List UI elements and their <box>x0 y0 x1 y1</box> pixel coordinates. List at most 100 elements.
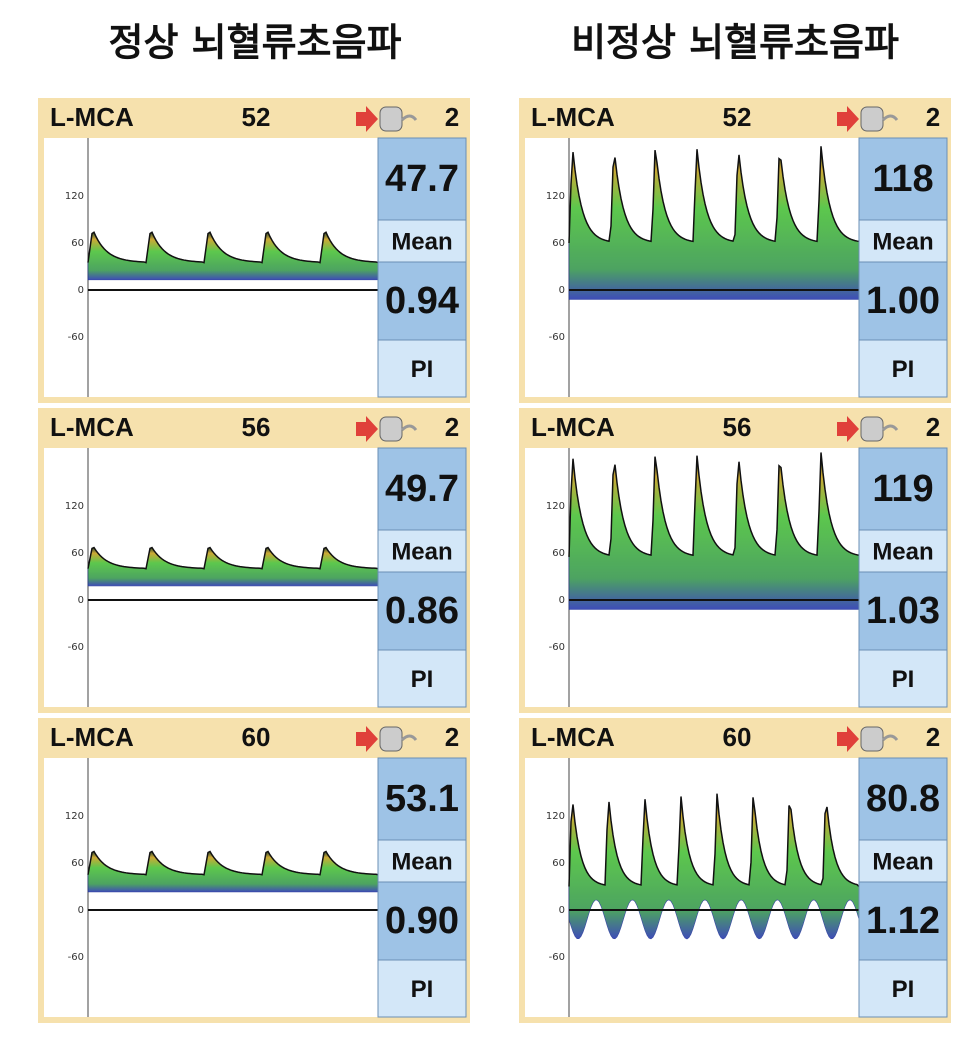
spectrum-envelope <box>87 546 379 570</box>
probe-cable <box>400 424 418 432</box>
scale-label: -60 <box>549 642 565 653</box>
gate-label: 2 <box>926 412 940 442</box>
pi-value-box <box>377 881 467 961</box>
mean-value: 118 <box>872 158 933 200</box>
probe-icon <box>860 106 884 132</box>
pi-label-box <box>858 959 948 1018</box>
pi-label-box <box>858 649 948 708</box>
mean-label: Mean <box>391 228 452 255</box>
pi-label-box <box>858 339 948 398</box>
pi-label: PI <box>892 666 915 693</box>
pi-value: 1.12 <box>866 900 940 942</box>
vessel-label: L-MCA <box>531 722 615 752</box>
pi-value-box <box>377 571 467 651</box>
probe-arrow-icon <box>356 106 378 132</box>
spectrum-envelope <box>568 452 860 557</box>
scale-label: 120 <box>65 501 84 512</box>
gate-label: 2 <box>445 722 459 752</box>
probe-cable <box>400 734 418 742</box>
probe-icon <box>379 726 403 752</box>
probe-cable <box>881 114 899 122</box>
probe-icon <box>379 106 403 132</box>
gate-label: 2 <box>445 102 459 132</box>
vessel-label: L-MCA <box>50 102 134 132</box>
scale-label: 60 <box>552 238 565 249</box>
pi-value: 0.86 <box>385 590 459 632</box>
scale-label: 60 <box>552 858 565 869</box>
scale-label: 120 <box>65 191 84 202</box>
scale-label: 120 <box>65 811 84 822</box>
mean-value: 80.8 <box>866 778 940 820</box>
pi-value: 1.00 <box>866 280 940 322</box>
tcd-panel: L-MCA 52 2 120 60 0 -60 47.7 Mean 0.94 PI <box>38 98 470 403</box>
vessel-label: L-MCA <box>531 412 615 442</box>
scale-label: 0 <box>559 905 565 916</box>
gate-label: 2 <box>926 102 940 132</box>
mean-value-box <box>858 447 948 531</box>
depth-label: 52 <box>723 102 752 132</box>
mean-label: Mean <box>872 228 933 255</box>
mean-value: 47.7 <box>385 158 459 200</box>
scale-label: -60 <box>549 952 565 963</box>
mean-value-box <box>377 137 467 221</box>
mean-label: Mean <box>872 538 933 565</box>
tcd-panel: L-MCA 60 2 120 60 0 -60 80.8 Mean 1.12 PI <box>519 718 951 1023</box>
tcd-panel: L-MCA 56 2 120 60 0 -60 119 Mean 1.03 PI <box>519 408 951 713</box>
pi-value: 1.03 <box>866 590 940 632</box>
probe-arrow-icon <box>837 416 859 442</box>
scale-label: -60 <box>68 642 84 653</box>
scale-label: 60 <box>71 238 84 249</box>
tcd-panel: L-MCA 56 2 120 60 0 -60 49.7 Mean 0.86 PI <box>38 408 470 713</box>
scale-label: 0 <box>78 595 84 606</box>
mean-value-box <box>858 137 948 221</box>
depth-label: 56 <box>242 412 271 442</box>
pi-label: PI <box>892 356 915 383</box>
pi-label-box <box>377 649 467 708</box>
mean-value-box <box>858 757 948 841</box>
probe-cable <box>881 734 899 742</box>
scale-label: 0 <box>78 285 84 296</box>
scale-label: 120 <box>546 501 565 512</box>
scale-label: -60 <box>549 332 565 343</box>
scale-label: 0 <box>78 905 84 916</box>
probe-cable <box>881 424 899 432</box>
gate-label: 2 <box>926 722 940 752</box>
column-title: 비정상 뇌혈류초음파 <box>571 21 899 65</box>
vessel-label: L-MCA <box>531 102 615 132</box>
scale-label: 60 <box>552 548 565 559</box>
tcd-panel: L-MCA 52 2 120 60 0 -60 118 Mean 1.00 PI <box>519 98 951 403</box>
scale-label: 120 <box>546 811 565 822</box>
probe-arrow-icon <box>356 416 378 442</box>
mean-label: Mean <box>391 848 452 875</box>
scale-label: -60 <box>68 952 84 963</box>
depth-label: 52 <box>242 102 271 132</box>
depth-label: 56 <box>723 412 752 442</box>
spectrum-envelope <box>87 850 379 876</box>
scale-label: 0 <box>559 285 565 296</box>
pi-label: PI <box>411 976 434 1003</box>
tcd-panel: L-MCA 60 2 120 60 0 -60 53.1 Mean 0.90 PI <box>38 718 470 1023</box>
mean-value: 119 <box>872 468 933 510</box>
spectrum-envelope <box>87 231 379 264</box>
probe-icon <box>860 416 884 442</box>
pi-value: 0.94 <box>385 280 459 322</box>
mean-label-box <box>377 839 467 883</box>
mean-label-box <box>377 529 467 573</box>
scale-label: 120 <box>546 191 565 202</box>
pi-value-box <box>858 261 948 341</box>
gate-label: 2 <box>445 412 459 442</box>
mean-value-box <box>377 447 467 531</box>
pi-label-box <box>377 959 467 1018</box>
probe-arrow-icon <box>837 726 859 752</box>
mean-label-box <box>377 219 467 263</box>
probe-cable <box>400 114 418 122</box>
pi-label: PI <box>411 356 434 383</box>
vessel-label: L-MCA <box>50 412 134 442</box>
spectrum-envelope <box>568 146 860 244</box>
pi-value-box <box>377 261 467 341</box>
depth-label: 60 <box>242 722 271 752</box>
probe-arrow-icon <box>356 726 378 752</box>
probe-icon <box>860 726 884 752</box>
vessel-label: L-MCA <box>50 722 134 752</box>
